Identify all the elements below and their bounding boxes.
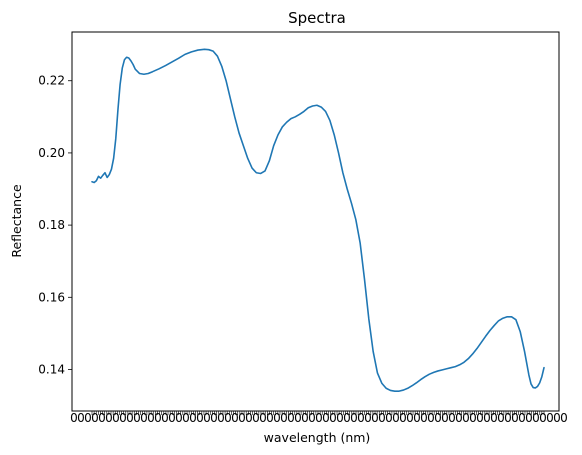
x-tick-label-overlap: 0 [441, 411, 449, 425]
x-tick-label-overlap: 0 [469, 411, 477, 425]
x-tick-label-overlap: 0 [490, 411, 498, 425]
x-tick-label-overlap: 0 [336, 411, 344, 425]
x-axis-label: wavelength (nm) [264, 430, 371, 445]
x-tick-label-overlap: 0 [525, 411, 533, 425]
x-tick-label-overlap: 0 [378, 411, 386, 425]
x-tick-label-overlap: 0 [497, 411, 505, 425]
x-tick-label-overlap: 0 [196, 411, 204, 425]
x-tick-label-overlap: 0 [252, 411, 260, 425]
x-tick-label-overlap: 0 [70, 411, 78, 425]
x-tick-label-overlap: 0 [161, 411, 169, 425]
x-tick-label-overlap: 0 [119, 411, 127, 425]
x-tick-label-overlap: 0 [189, 411, 197, 425]
x-tick-label-overlap: 0 [357, 411, 365, 425]
x-tick-label-overlap: 0 [266, 411, 274, 425]
y-axis: 0.14 0.16 0.18 0.20 0.22 [38, 74, 72, 376]
x-tick-label-overlap: 0 [553, 411, 561, 425]
x-tick-label-overlap: 0 [217, 411, 225, 425]
x-tick-label-overlap: 0 [77, 411, 85, 425]
x-tick-label-overlap: 0 [140, 411, 148, 425]
x-tick-label-overlap: 0 [560, 411, 568, 425]
x-tick-label-overlap: 0 [105, 411, 113, 425]
chart-title: Spectra [288, 9, 346, 27]
x-tick-label-overlap: 0 [294, 411, 302, 425]
x-tick-label-overlap: 0 [224, 411, 232, 425]
x-tick-label-overlap: 0 [259, 411, 267, 425]
x-tick-label-overlap: 0 [511, 411, 519, 425]
x-tick-label-overlap: 0 [539, 411, 547, 425]
x-tick-label-overlap: 0 [343, 411, 351, 425]
x-tick-label-overlap: 0 [182, 411, 190, 425]
x-tick-label-overlap: 0 [175, 411, 183, 425]
y-axis-label: Reflectance [9, 184, 24, 258]
plot-frame [71, 31, 560, 412]
x-tick-label-overlap: 0 [154, 411, 162, 425]
x-tick-label-overlap: 0 [462, 411, 470, 425]
x-tick-label-overlap: 0 [518, 411, 526, 425]
x-tick-label-overlap: 0 [126, 411, 134, 425]
x-tick-label-overlap: 0 [133, 411, 141, 425]
x-tick-label-overlap: 0 [504, 411, 512, 425]
x-tick-label-overlap: 0 [308, 411, 316, 425]
x-tick-label-overlap: 0 [406, 411, 414, 425]
x-tick-label-overlap: 0 [273, 411, 281, 425]
x-tick-label-overlap: 0 [301, 411, 309, 425]
y-tick-label: 0.20 [38, 146, 65, 160]
x-tick-label-overlap: 0 [280, 411, 288, 425]
x-tick-label-overlap: 0 [322, 411, 330, 425]
x-tick-label-overlap: 0 [434, 411, 442, 425]
x-tick-label-overlap: 0 [483, 411, 491, 425]
x-tick-label-overlap: 0 [476, 411, 484, 425]
y-tick-label: 0.14 [38, 362, 65, 376]
x-tick-label-overlap: 0 [392, 411, 400, 425]
x-tick-label-overlap: 0 [350, 411, 358, 425]
x-tick-label-overlap: 0 [287, 411, 295, 425]
x-tick-label-overlap: 0 [210, 411, 218, 425]
x-tick-label-overlap: 0 [315, 411, 323, 425]
y-tick-label: 0.18 [38, 218, 65, 232]
x-tick-label-overlap: 0 [427, 411, 435, 425]
x-tick-label-overlap: 0 [399, 411, 407, 425]
x-tick-label-overlap: 0 [245, 411, 253, 425]
x-tick-label-overlap: 0 [329, 411, 337, 425]
x-tick-label-overlap: 0 [532, 411, 540, 425]
x-tick-label-overlap: 0 [413, 411, 421, 425]
x-tick-label-overlap: 0 [147, 411, 155, 425]
x-tick-label-overlap: 0 [385, 411, 393, 425]
x-tick-label-overlap: 0 [168, 411, 176, 425]
x-tick-label-overlap: 0 [455, 411, 463, 425]
x-tick-label-overlap: 0 [91, 411, 99, 425]
x-tick-label-overlap: 0 [238, 411, 246, 425]
x-tick-label-overlap: 0 [231, 411, 239, 425]
x-tick-label-overlap: 0 [364, 411, 372, 425]
x-tick-label-overlap: 0 [448, 411, 456, 425]
x-tick-label-overlap: 0 [84, 411, 92, 425]
x-tick-label-overlap: 0 [203, 411, 211, 425]
x-tick-label-overlap: 0 [371, 411, 379, 425]
x-tick-label-overlap: 0 [112, 411, 120, 425]
y-tick-label: 0.22 [38, 74, 65, 88]
x-tick-label-overlap: 0 [546, 411, 554, 425]
x-tick-label-overlap: 0 [420, 411, 428, 425]
x-tick-label-overlap: 0 [98, 411, 106, 425]
reflectance-series-line [91, 48, 545, 392]
y-tick-label: 0.16 [38, 290, 65, 304]
